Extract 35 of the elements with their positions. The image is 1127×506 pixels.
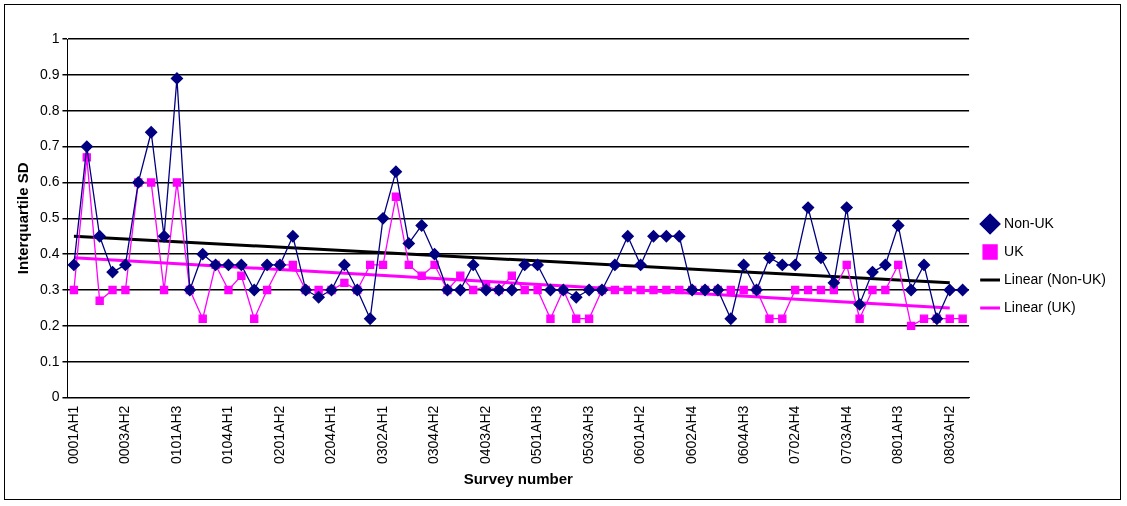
x-tick-label: 0604AH3 <box>734 405 751 465</box>
y-tick-label: 0.9 <box>39 65 60 82</box>
x-tick-label: 0503AH3 <box>579 405 596 465</box>
legend-label: Linear (Non-UK) <box>1004 270 1107 287</box>
x-tick-label: 0101AH3 <box>167 405 184 465</box>
x-tick-label: 0703AH4 <box>837 405 854 465</box>
y-tick-label: 0.5 <box>39 209 60 226</box>
y-tick-label: 0.1 <box>39 352 60 369</box>
legend-label: Linear (UK) <box>1004 298 1076 315</box>
x-tick-label: 0803AH2 <box>940 405 957 465</box>
y-tick-label: 0.2 <box>39 316 60 333</box>
y-tick-label: 0.6 <box>39 173 60 190</box>
x-tick-label: 0104AH1 <box>219 405 236 465</box>
x-tick-label: 0601AH2 <box>631 405 648 465</box>
x-tick-label: 0602AH4 <box>683 405 700 465</box>
y-tick-label: 0.3 <box>39 280 60 297</box>
x-tick-label: 0001AH1 <box>64 405 81 465</box>
x-tick-label: 0304AH2 <box>425 405 442 465</box>
y-tick-label: 0.7 <box>39 137 60 154</box>
x-tick-label: 0702AH4 <box>786 405 803 465</box>
legend-label: Non-UK <box>1004 214 1055 231</box>
x-tick-label: 0501AH3 <box>528 405 545 465</box>
y-tick-label: 0.4 <box>39 245 60 262</box>
x-tick-label: 0302AH1 <box>373 405 390 465</box>
y-tick-label: 0 <box>51 388 60 405</box>
y-tick-label: 1 <box>51 29 60 46</box>
x-axis-title: Survey number <box>463 470 574 488</box>
legend-label: UK <box>1004 242 1025 259</box>
x-tick-label: 0204AH1 <box>322 405 339 465</box>
y-axis-title: Interquartile SD <box>14 162 32 275</box>
y-tick-label: 0.8 <box>39 101 60 118</box>
x-tick-label: 0801AH3 <box>889 405 906 465</box>
x-tick-label: 0201AH2 <box>270 405 287 465</box>
x-tick-label: 0003AH2 <box>116 405 133 465</box>
x-tick-label: 0403AH2 <box>476 405 493 465</box>
